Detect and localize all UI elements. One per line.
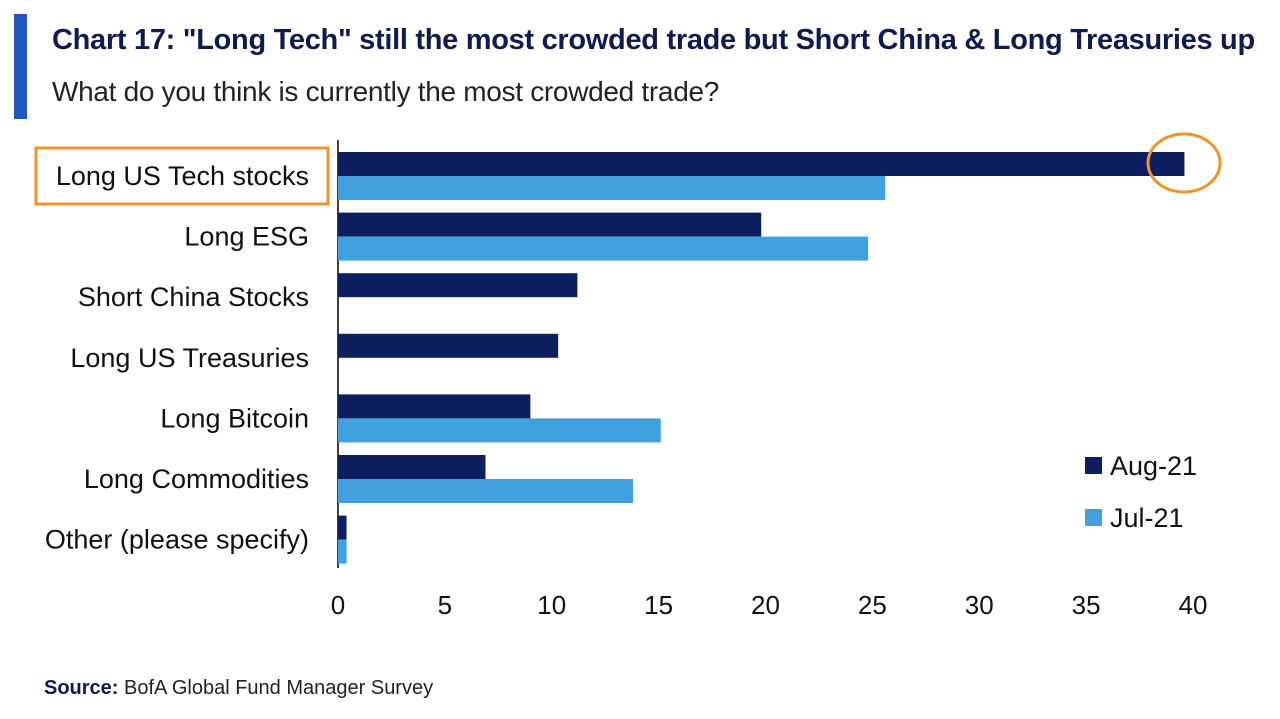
x-tick-label: 20	[751, 590, 780, 620]
bar-aug	[338, 212, 762, 237]
bar-jul	[338, 176, 886, 200]
bar-aug	[338, 333, 559, 358]
highlight-box	[34, 146, 330, 206]
bar-aug	[338, 455, 486, 479]
source-label: Source:	[44, 677, 119, 699]
category-label: Long ESG	[184, 222, 309, 252]
category-label: Long US Tech stocks	[56, 161, 309, 191]
x-tick-label: 40	[1179, 590, 1208, 620]
x-tick-label: 5	[438, 590, 452, 620]
bar-aug	[338, 273, 578, 298]
source-note: Source: BofA Global Fund Manager Survey	[44, 677, 433, 700]
bar-chart: Long US Tech stocks Long ESG Short China S…	[34, 132, 1222, 620]
x-tick-label: 35	[1072, 590, 1101, 620]
bar-aug	[338, 515, 347, 540]
chart-subtitle: What do you think is currently the most …	[52, 76, 720, 107]
accent-bar	[14, 14, 27, 119]
legend-swatch	[1085, 509, 1102, 526]
category-label: Long US Treasuries	[70, 343, 309, 373]
bar-jul	[338, 539, 347, 564]
x-tick-label: 30	[965, 590, 994, 620]
source-text: BofA Global Fund Manager Survey	[124, 677, 434, 699]
category-label: Long Bitcoin	[160, 403, 309, 433]
bar-jul	[338, 236, 869, 261]
bar-jul	[338, 479, 633, 503]
legend-swatch	[1085, 457, 1102, 474]
bar-jul	[338, 418, 661, 443]
bar-aug	[338, 394, 531, 419]
category-label: Long Commodities	[84, 464, 309, 494]
x-tick-label: 15	[644, 590, 673, 620]
x-tick-label: 0	[331, 590, 345, 620]
x-tick-label: 10	[537, 590, 566, 620]
legend-label: Jul-21	[1110, 503, 1184, 533]
legend-label: Aug-21	[1110, 451, 1197, 481]
x-tick-label: 25	[858, 590, 887, 620]
highlight-circle	[1146, 132, 1222, 194]
bar-aug	[338, 152, 1185, 176]
category-label: Short China Stocks	[78, 282, 309, 312]
chart-title: Chart 17: "Long Tech" still the most cro…	[52, 24, 1255, 56]
category-label: Other (please specify)	[45, 525, 309, 555]
